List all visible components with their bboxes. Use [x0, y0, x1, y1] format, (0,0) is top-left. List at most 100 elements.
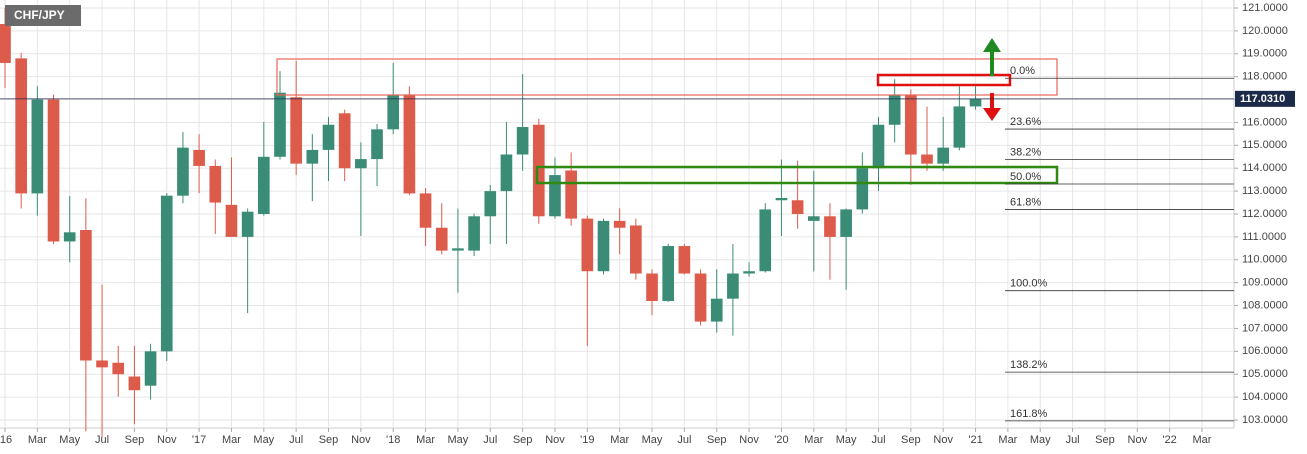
x-tick-label: May: [1030, 434, 1051, 446]
fib-label: 23.6%: [1010, 116, 1041, 128]
candle-body: [775, 197, 788, 201]
candle-body: [371, 129, 383, 160]
candle-body: [193, 149, 205, 166]
candle-body: [953, 106, 966, 148]
x-tick-label: Sep: [319, 434, 339, 446]
last-price-badge: [1235, 90, 1295, 107]
candle-body: [662, 246, 675, 301]
candle-body: [241, 211, 254, 237]
x-tick-label: May: [836, 434, 857, 446]
x-tick-label: May: [59, 434, 80, 446]
candle-body: [15, 58, 27, 194]
candle-body: [452, 248, 464, 251]
candle-body: [759, 209, 772, 272]
y-tick-label: 114.0000: [1242, 162, 1287, 174]
candle-body: [856, 168, 869, 210]
y-tick-label: 120.0000: [1242, 25, 1288, 37]
x-tick-label: Sep: [125, 434, 145, 446]
candle-body: [921, 154, 933, 164]
y-tick-label: 119.0000: [1242, 48, 1287, 60]
candle-body: [306, 149, 319, 164]
x-tick-label: May: [642, 434, 663, 446]
x-tick-label: Jul: [1066, 434, 1080, 446]
fib-label: 100.0%: [1010, 278, 1048, 290]
x-tick-label: Jul: [483, 434, 497, 446]
x-tick-label: Nov: [351, 434, 371, 446]
candle-body: [597, 220, 610, 272]
candle-body: [355, 159, 367, 169]
x-tick-label: Nov: [157, 434, 177, 446]
x-tick-label: Nov: [545, 434, 565, 446]
x-tick-label: Jul: [289, 434, 303, 446]
candle-body: [807, 216, 820, 221]
y-tick-label: 113.0000: [1242, 185, 1287, 197]
x-tick-label: Mar: [804, 434, 823, 446]
candle-body: [630, 225, 642, 274]
candle-body: [419, 193, 432, 228]
candle-body: [549, 175, 561, 217]
candle-body: [888, 94, 901, 125]
candle-body: [225, 204, 238, 237]
y-tick-label: 121.0000: [1242, 2, 1288, 14]
x-tick-label: Mar: [28, 434, 47, 446]
candle-body: [96, 360, 108, 368]
candle-body: [257, 156, 270, 214]
annotations: 0.0% 23.6% 38.2% 50.0% 61.8% 100.0% 138.2% 161.…: [276, 38, 1234, 422]
y-tick-label: 103.0000: [1242, 414, 1288, 426]
x-tick-label: Nov: [1128, 434, 1148, 446]
candle-body: [47, 99, 60, 242]
candle-body: [31, 99, 44, 194]
x-tick-label: Jul: [871, 434, 885, 446]
resistance-zone: [276, 58, 1058, 96]
candle-body: [435, 227, 448, 251]
x-tick-label: Jul: [95, 434, 109, 446]
candle-body: [969, 98, 982, 107]
arrow-down-head: [983, 108, 1001, 121]
candle-body: [0, 24, 11, 63]
candle-body: [144, 351, 157, 386]
x-tick-label: Mar: [998, 434, 1017, 446]
candle-body: [565, 170, 577, 219]
fib-label: 138.2%: [1010, 359, 1048, 371]
y-tick-label: 108.0000: [1242, 299, 1288, 311]
candle-body: [160, 195, 173, 352]
y-tick-label: 107.0000: [1242, 322, 1288, 334]
fib-label: 38.2%: [1010, 146, 1041, 158]
ticker-badge: [5, 5, 81, 26]
y-tick-label: 118.0000: [1242, 71, 1287, 83]
arrow-up-head: [983, 38, 1001, 52]
candle-body: [274, 92, 286, 157]
candle-body: [112, 362, 125, 375]
y-tick-label: 106.0000: [1242, 345, 1288, 357]
x-tick-label: Mar: [416, 434, 435, 446]
candle-body: [581, 218, 594, 272]
x-tick-label: '20: [774, 434, 788, 446]
y-tick-label: 105.0000: [1242, 368, 1288, 380]
x-tick-label: Jul: [677, 434, 691, 446]
x-tick-label: Nov: [739, 434, 759, 446]
last-price-label: 117.0310: [1240, 93, 1285, 105]
candle-body: [500, 154, 513, 192]
x-tick-label: '16: [0, 434, 12, 446]
x-tick-label: Mar: [222, 434, 241, 446]
candle-body: [905, 94, 917, 155]
x-tick-label: Mar: [610, 434, 629, 446]
fib-label: 50.0%: [1010, 171, 1041, 183]
candle-body: [840, 209, 852, 237]
candle-body: [322, 124, 335, 150]
candle-body: [694, 273, 707, 322]
candle-body: [63, 232, 76, 242]
ticker: CHF/JPY: [14, 8, 65, 22]
candle-body: [177, 147, 189, 196]
candle-body: [791, 200, 804, 214]
x-tick-label: Sep: [707, 434, 727, 446]
x-tick-label: Mar: [1193, 434, 1212, 446]
candle-body: [338, 113, 351, 169]
fib-label: 0.0%: [1010, 65, 1035, 77]
fib-label: 61.8%: [1010, 196, 1041, 208]
y-tick-label: 112.0000: [1242, 208, 1287, 220]
candle-body: [710, 298, 723, 322]
support-zone: [535, 165, 1059, 185]
